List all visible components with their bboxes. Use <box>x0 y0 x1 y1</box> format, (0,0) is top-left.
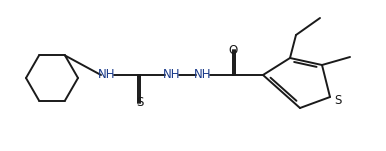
Text: S: S <box>334 95 342 108</box>
Text: O: O <box>229 43 238 56</box>
Text: S: S <box>136 96 144 109</box>
Text: NH: NH <box>98 69 116 82</box>
Text: NH: NH <box>194 69 212 82</box>
Text: NH: NH <box>163 69 181 82</box>
